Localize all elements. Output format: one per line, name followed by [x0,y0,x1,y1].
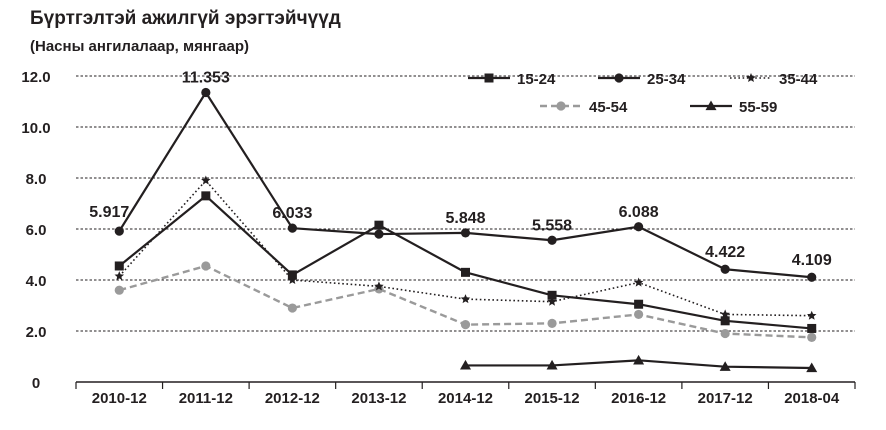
legend-35-44-swatch-marker [746,73,756,83]
series-15-24-point [201,191,211,201]
series-35-44-point [633,277,644,287]
data-label: 5.558 [532,217,572,234]
data-label: 11.353 [182,69,230,86]
y-tick-label: 12.0 [21,69,50,86]
series-35-44-point [201,175,211,185]
series-25-34-point [807,272,817,282]
y-tick-label: 0 [32,375,40,392]
series-35-44-point [114,271,125,281]
series-55-59-point [806,362,818,373]
y-tick-label: 8.0 [26,171,47,188]
series-15-24-point [634,299,644,309]
series-25-34-point [634,222,644,232]
series-45-54-point [201,261,211,271]
legend-35-44-label: 35-44 [779,71,818,88]
legend-25-34-swatch-marker [614,73,624,83]
x-tick-label: 2010-12 [92,390,147,407]
series-45-54-point [807,332,817,342]
chart-subtitle: (Насны ангилалаар, мянгаар) [30,38,250,55]
y-tick-label: 4.0 [26,273,47,290]
series-15-24-point [547,290,557,300]
series-35-44-point [460,294,471,304]
legend-15-24-swatch-marker [484,73,494,83]
y-tick-label: 10.0 [21,120,50,137]
series-45-54-point [460,320,471,330]
series-35-44-line [118,179,812,317]
series-15-24-point [374,220,384,230]
series-45-54-point [634,309,644,320]
data-label: 5.848 [445,210,485,227]
series-25-34-point [201,87,211,98]
series-55-59-point [546,359,558,370]
y-tick-label: 2.0 [26,324,47,341]
x-tick-label: 2018-04 [784,390,840,407]
series-55-59-point [719,361,731,371]
data-label: 6.033 [272,205,312,222]
data-label: 4.109 [792,252,832,269]
series-35-44-point [806,310,817,320]
series-25-34-point [374,229,384,239]
legend-45-54-label: 45-54 [589,99,628,116]
x-tick-label: 2016-12 [611,390,666,407]
series-25-34-point [720,264,730,274]
series-15-24-point [287,270,297,280]
y-tick-label: 6.0 [26,222,47,239]
series-55-59-point [633,354,645,365]
x-tick-label: 2017-12 [698,390,753,407]
series-25-34-point [114,226,124,236]
series-15-24-point [720,316,730,326]
legend-25-34-label: 25-34 [647,71,686,88]
x-tick-label: 2015-12 [525,390,580,407]
series-15-24-point [807,323,817,333]
series-45-54-point [287,303,297,313]
series-35-44-point [287,275,298,285]
legend-45-54-swatch-marker [556,101,566,111]
series-25-34-point [547,235,557,245]
series-15-24-point [461,267,470,277]
x-tick-label: 2011-12 [179,390,233,407]
series-25-34-point [460,228,471,238]
series-25-34-point [287,223,297,233]
series-45-54-point [720,328,730,339]
series-15-24-point [114,261,124,271]
series-55-59-point [460,359,471,370]
data-label: 6.088 [619,204,659,221]
legend-15-24-label: 15-24 [517,71,556,88]
legend-55-59-label: 55-59 [739,99,777,116]
x-tick-label: 2014-12 [438,390,493,407]
chart-title: Бүртгэлтэй ажилгүй эрэгтэйчүүд [30,8,341,29]
x-tick-label: 2013-12 [351,390,406,407]
data-label: 5.917 [89,204,129,221]
series-35-44-point [374,281,384,291]
series-35-44-point [720,309,730,319]
series-35-44-point [547,296,557,306]
data-label: 4.422 [705,244,745,261]
legend-55-59-swatch-marker [705,100,717,111]
series-45-54-point [114,285,124,295]
series-45-54-point [547,318,557,328]
x-tick-label: 2012-12 [265,390,320,407]
